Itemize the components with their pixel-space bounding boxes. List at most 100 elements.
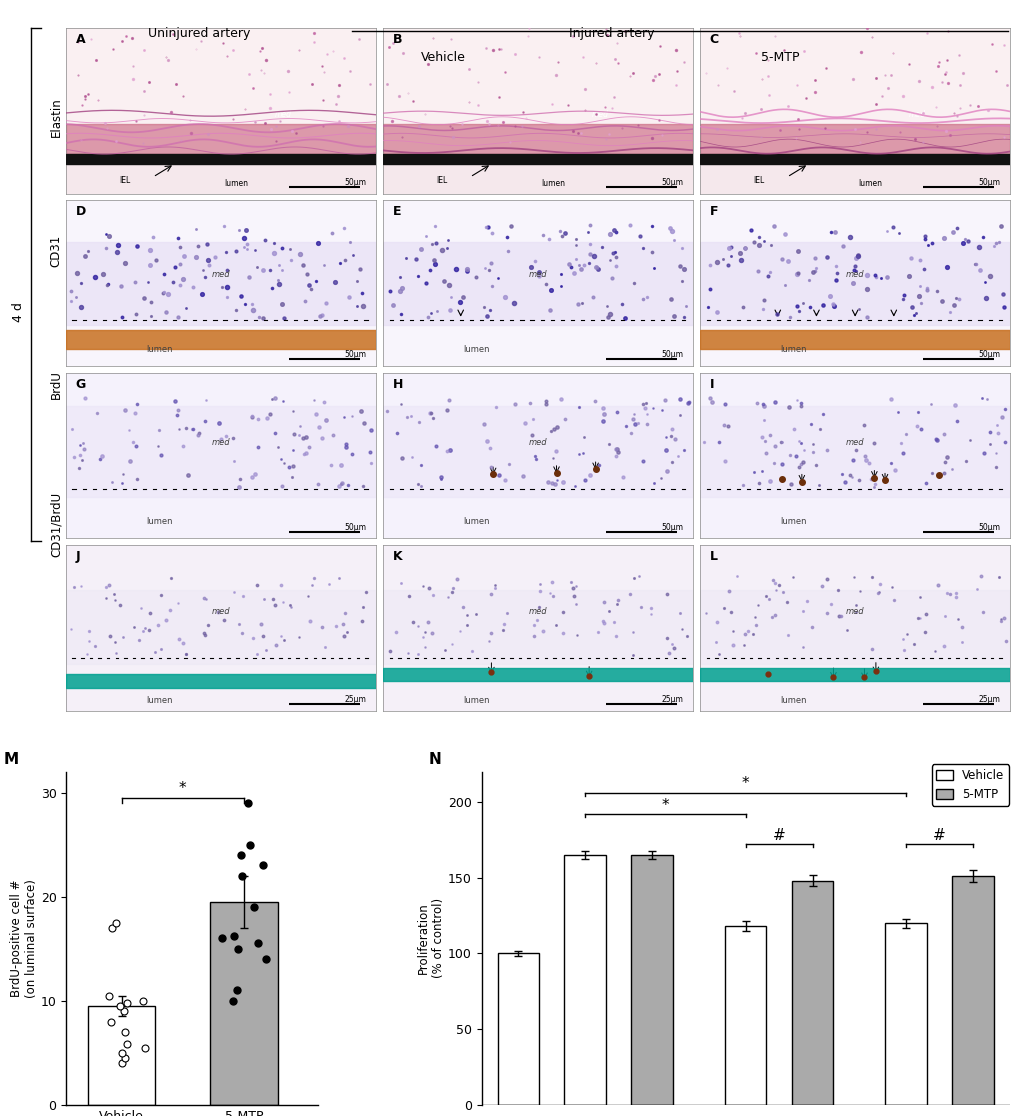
Text: med: med: [274, 109, 291, 118]
Text: G: G: [75, 377, 86, 391]
Bar: [700, 164, 1009, 194]
Bar: [66, 589, 375, 664]
Text: lumen: lumen: [463, 696, 489, 705]
Text: M: M: [3, 752, 18, 767]
Bar: [383, 164, 692, 194]
Text: H: H: [392, 377, 403, 391]
Text: F: F: [709, 205, 717, 219]
Bar: [383, 124, 692, 154]
Text: lumen: lumen: [858, 180, 881, 189]
Text: N: N: [428, 752, 441, 767]
Text: 50μm: 50μm: [344, 179, 366, 187]
Text: 50μm: 50μm: [344, 522, 366, 531]
Bar: [725, 926, 765, 1105]
Bar: [700, 667, 1009, 681]
Text: B: B: [392, 32, 401, 46]
Bar: [66, 406, 375, 497]
Text: Uninjured artery: Uninjured artery: [148, 27, 250, 40]
Text: lumen: lumen: [463, 518, 489, 527]
Text: C: C: [709, 32, 718, 46]
Text: #: #: [932, 828, 945, 843]
Text: E: E: [392, 205, 400, 219]
Text: lumen: lumen: [146, 518, 172, 527]
Bar: [210, 902, 278, 1105]
Text: med: med: [908, 109, 924, 118]
Text: lumen: lumen: [463, 345, 489, 354]
Text: med: med: [845, 607, 863, 616]
Text: IEL: IEL: [436, 176, 447, 185]
Text: lumen: lumen: [224, 180, 249, 189]
Text: 50μm: 50μm: [977, 350, 1000, 359]
Text: *: *: [179, 781, 186, 796]
Text: 4 d: 4 d: [12, 302, 24, 323]
Text: lumen: lumen: [146, 696, 172, 705]
Text: lumen: lumen: [780, 518, 806, 527]
Bar: [700, 589, 1009, 664]
Text: CD31: CD31: [50, 235, 62, 267]
Text: lumen: lumen: [780, 696, 806, 705]
Text: med: med: [591, 109, 607, 118]
Text: med: med: [212, 437, 230, 446]
Text: lumen: lumen: [780, 345, 806, 354]
Bar: [700, 242, 1009, 325]
Y-axis label: BrdU-positive cell #
(on luminal surface): BrdU-positive cell # (on luminal surface…: [10, 878, 38, 998]
Bar: [383, 406, 692, 497]
Bar: [631, 855, 673, 1105]
Text: 50μm: 50μm: [344, 350, 366, 359]
Y-axis label: Proliferation
(% of control): Proliferation (% of control): [417, 898, 444, 979]
Bar: [88, 1006, 155, 1105]
Text: 50μm: 50μm: [660, 522, 683, 531]
Text: med: med: [845, 437, 863, 446]
Text: K: K: [392, 550, 401, 562]
Bar: [383, 667, 692, 681]
Bar: [700, 154, 1009, 164]
Legend: Vehicle, 5-MTP: Vehicle, 5-MTP: [930, 764, 1008, 806]
Text: 25μm: 25μm: [344, 695, 366, 704]
Text: J: J: [75, 550, 81, 562]
Bar: [884, 923, 926, 1105]
Text: IEL: IEL: [753, 176, 764, 185]
Bar: [66, 329, 375, 349]
Bar: [66, 154, 375, 164]
Text: I: I: [709, 377, 713, 391]
Text: med: med: [528, 437, 547, 446]
Bar: [564, 855, 605, 1105]
Text: 50μm: 50μm: [660, 350, 683, 359]
Text: 25μm: 25μm: [661, 695, 683, 704]
Bar: [66, 164, 375, 194]
Text: Injured artery: Injured artery: [569, 27, 654, 40]
Text: lumen: lumen: [146, 345, 172, 354]
Text: 25μm: 25μm: [977, 695, 1000, 704]
Bar: [791, 881, 833, 1105]
Bar: [700, 406, 1009, 497]
Text: 50μm: 50μm: [660, 179, 683, 187]
Text: *: *: [741, 777, 749, 791]
Text: *: *: [661, 798, 668, 812]
Text: A: A: [75, 32, 86, 46]
Text: 5-MTP: 5-MTP: [760, 51, 799, 65]
Bar: [383, 589, 692, 664]
Bar: [497, 953, 539, 1105]
Bar: [952, 876, 993, 1105]
Text: CD31/BrdU: CD31/BrdU: [50, 492, 62, 557]
Text: BrdU: BrdU: [50, 371, 62, 400]
Text: D: D: [75, 205, 86, 219]
Text: Elastin: Elastin: [50, 97, 62, 137]
Text: 50μm: 50μm: [977, 522, 1000, 531]
Bar: [66, 674, 375, 687]
Text: med: med: [845, 270, 863, 279]
Bar: [700, 329, 1009, 349]
Text: Vehicle: Vehicle: [421, 51, 466, 65]
Bar: [383, 242, 692, 325]
Text: med: med: [528, 607, 547, 616]
Text: lumen: lumen: [541, 180, 565, 189]
Bar: [700, 124, 1009, 154]
Bar: [66, 124, 375, 154]
Text: IEL: IEL: [119, 176, 130, 185]
Bar: [66, 242, 375, 325]
Text: #: #: [772, 828, 785, 843]
Text: 50μm: 50μm: [977, 179, 1000, 187]
Text: L: L: [709, 550, 717, 562]
Text: med: med: [528, 270, 547, 279]
Bar: [383, 154, 692, 164]
